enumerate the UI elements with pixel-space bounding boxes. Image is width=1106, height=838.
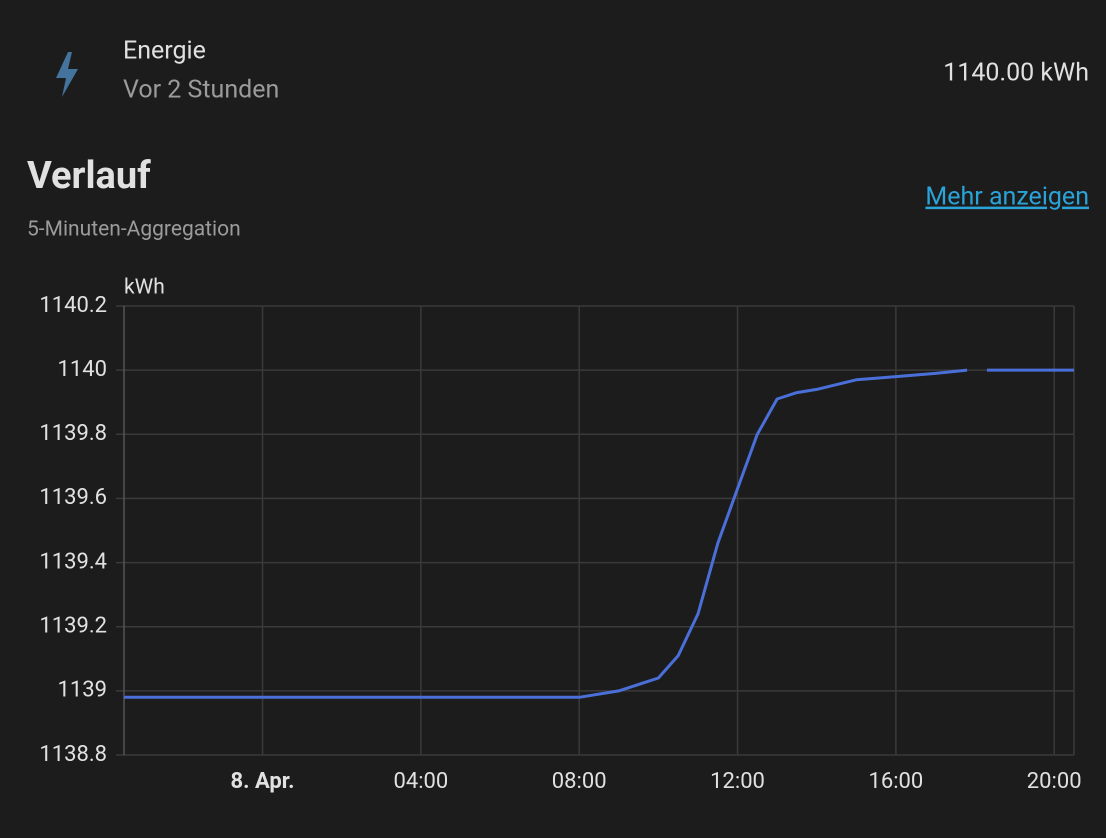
y-tick-label: 1139 (58, 678, 107, 703)
y-tick-label: 1139.6 (39, 485, 107, 510)
y-tick-label: 1140.2 (39, 293, 107, 318)
x-tick-label: 8. Apr. (231, 769, 295, 794)
section-subtitle: 5-Minuten-Aggregation (27, 218, 241, 242)
y-tick-label: 1139.2 (39, 614, 107, 639)
energy-icon (56, 52, 78, 97)
show-more-link[interactable]: Mehr anzeigen (925, 183, 1089, 212)
last-changed: Vor 2 Stunden (123, 76, 279, 105)
x-tick-label: 04:00 (393, 769, 448, 794)
x-tick-label: 20:00 (1027, 769, 1082, 794)
y-tick-label: 1139.8 (39, 421, 107, 446)
x-tick-label: 08:00 (552, 769, 607, 794)
section-title: Verlauf (27, 154, 151, 198)
entity-state: 1140.00 kWh (943, 59, 1089, 88)
y-tick-label: 1139.4 (39, 549, 107, 574)
x-tick-label: 16:00 (868, 769, 923, 794)
y-tick-label: 1140 (58, 357, 107, 382)
y-tick-label: 1138.8 (39, 742, 107, 767)
data-line (124, 368, 1074, 699)
y-axis-label: kWh (124, 276, 165, 300)
x-tick-label: 12:00 (710, 769, 765, 794)
entity-name: Energie (123, 37, 206, 66)
